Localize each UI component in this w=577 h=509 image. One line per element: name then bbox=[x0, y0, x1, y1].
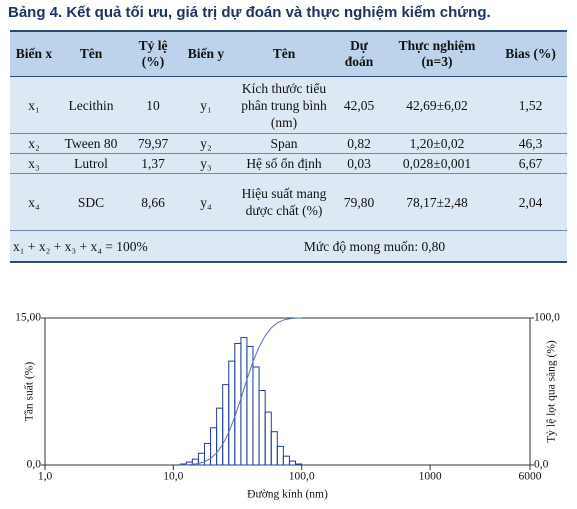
x-tick-label: 10,0 bbox=[163, 471, 183, 483]
x-tick-label: 1,0 bbox=[38, 471, 53, 483]
table-cell: 0,028±0,001 bbox=[380, 153, 494, 174]
histogram-bar bbox=[228, 360, 236, 466]
plot-frame bbox=[44, 317, 531, 466]
table-cell: 6,67 bbox=[494, 153, 567, 174]
y2-axis-label: Tỷ lệ lọt qua sàng (%) bbox=[546, 340, 558, 443]
x-tick-label: 1000 bbox=[419, 471, 442, 483]
histogram-bar bbox=[216, 407, 224, 466]
table-cell: Kích thước tiểu phân trung bình (nm) bbox=[230, 76, 338, 134]
y-tick-label: 0,0 bbox=[27, 459, 42, 471]
header-cell: Tỷ lệ (%) bbox=[124, 30, 182, 77]
x-tick-label: 6000 bbox=[519, 471, 542, 483]
cumulative-line bbox=[180, 317, 302, 466]
header-cell: Tên bbox=[58, 30, 124, 77]
table-cell: 79,97 bbox=[124, 133, 182, 154]
table-cell: 10 bbox=[124, 76, 182, 134]
histogram-bar bbox=[270, 431, 278, 466]
chart: 1,0 10,0 100,0 1000 60000,015,000,0100,0Đườn… bbox=[15, 312, 560, 501]
table-cell: 1,20±0,02 bbox=[380, 133, 494, 154]
header-cell: Tên bbox=[230, 30, 338, 77]
table-cell: Hệ số ổn định bbox=[230, 153, 338, 174]
y-axis-label: Tần suất (%) bbox=[23, 362, 36, 422]
table-cell: x₂ bbox=[10, 133, 58, 154]
table-cell: 46,3 bbox=[494, 133, 567, 154]
header-cell: Bias (%) bbox=[494, 30, 567, 77]
table-cell: y₂ bbox=[182, 133, 230, 154]
table-cell: 2,04 bbox=[494, 173, 567, 231]
table-cell: x₃ bbox=[10, 153, 58, 174]
table-cell: x₁ bbox=[10, 76, 58, 134]
table-cell: 78,17±2,48 bbox=[380, 173, 494, 231]
table-cell: y₄ bbox=[182, 173, 230, 231]
table-cell: y₁ bbox=[182, 76, 230, 134]
histogram-bar bbox=[282, 455, 290, 466]
table-cell: 42,05 bbox=[338, 76, 380, 134]
table-body: x₁ Lecithin 10 y₁ Kích thước tiểu phân trung… bbox=[10, 76, 567, 263]
table-cell: y₃ bbox=[182, 153, 230, 174]
table-cell: x₄ bbox=[10, 173, 58, 231]
histogram-bar bbox=[234, 342, 242, 466]
title: Bảng 4. Kết quả tối ưu, giá trị dự đoán … bbox=[8, 4, 491, 21]
histogram-bar bbox=[222, 384, 230, 466]
table-cell: Span bbox=[230, 133, 338, 154]
results-table: Biến x Tên Tỷ lệ (%) Biến y Tên Dự đoán Thực n… bbox=[10, 30, 567, 263]
header-cell: Biến y bbox=[182, 30, 230, 77]
table-row: x₂ Tween 80 79,97 y₂ Span 0,82 1,20±0,02 46,3 bbox=[10, 133, 567, 154]
table-cell: Hiệu suất mang dược chất (%) bbox=[230, 173, 338, 231]
histogram-bar bbox=[258, 390, 266, 466]
histogram-bar bbox=[240, 337, 248, 466]
x-axis-label: Đường kính (nm) bbox=[247, 489, 328, 501]
table-row: x₃ Lutrol 1,37 y₃ Hệ số ổn định 0,03 0,028±0,0… bbox=[10, 153, 567, 174]
table-cell: Tween 80 bbox=[58, 133, 124, 154]
table-cell: 0,82 bbox=[338, 133, 380, 154]
histogram-bar bbox=[288, 460, 296, 466]
y2-tick-label: 100,0 bbox=[534, 312, 560, 324]
footer-cell: Mức độ mong muốn: 0,80 bbox=[182, 230, 567, 263]
y2-tick-label: 0,0 bbox=[534, 459, 549, 471]
histogram-bar bbox=[276, 445, 284, 466]
table-row: x₄ SDC 8,66 y₄ Hiệu suất mang dược chất (%) 7… bbox=[10, 173, 567, 231]
header-cell: Dự đoán bbox=[338, 30, 380, 77]
table-cell: SDC bbox=[58, 173, 124, 231]
y-tick-label: 15,00 bbox=[15, 312, 41, 324]
histogram-bar bbox=[210, 427, 218, 466]
table-cell: 1,52 bbox=[494, 76, 567, 134]
histogram-bar bbox=[252, 366, 260, 466]
table-cell: 8,66 bbox=[124, 173, 182, 231]
table-cell: 1,37 bbox=[124, 153, 182, 174]
footer-row: x₁ + x₂ + x₃ + x₄ = 100% Mức độ mong muốn… bbox=[10, 230, 567, 263]
header-row: Biến x Tên Tỷ lệ (%) Biến y Tên Dự đoán Thực n… bbox=[10, 30, 567, 77]
table-cell: 0,03 bbox=[338, 153, 380, 174]
table-cell: Lecithin bbox=[58, 76, 124, 134]
table-cell: 79,80 bbox=[338, 173, 380, 231]
histogram-bar bbox=[294, 463, 303, 466]
header-cell: Biến x bbox=[10, 30, 58, 77]
table-row: x₁ Lecithin 10 y₁ Kích thước tiểu phân trung… bbox=[10, 76, 567, 134]
histogram-bar bbox=[264, 411, 272, 466]
x-tick-label: 100,0 bbox=[289, 471, 315, 483]
table-cell: 42,69±6,02 bbox=[380, 76, 494, 134]
footer-cell: x₁ + x₂ + x₃ + x₄ = 100% bbox=[10, 230, 182, 263]
header-cell: Thực nghiệm (n=3) bbox=[380, 30, 494, 77]
table-cell: Lutrol bbox=[58, 153, 124, 174]
